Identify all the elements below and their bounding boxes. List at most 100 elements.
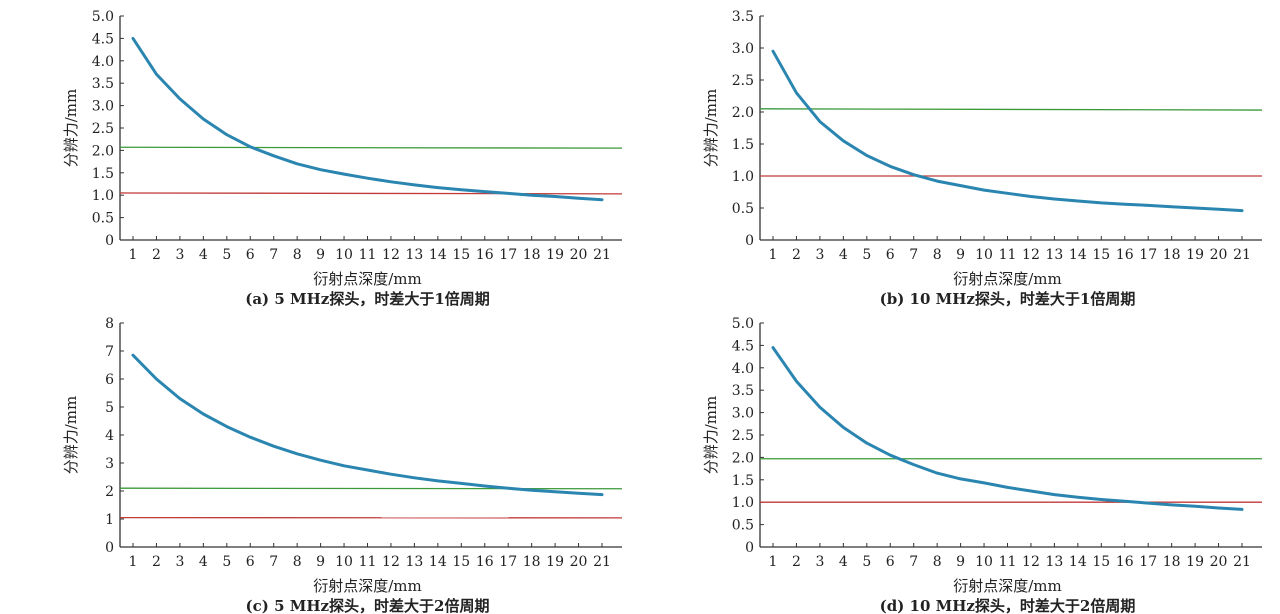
x-tick-label: 13 <box>1045 554 1063 570</box>
x-tick-label: 5 <box>222 247 231 263</box>
x-tick-label: 21 <box>593 247 611 263</box>
y-tick-label: 0 <box>745 233 754 249</box>
x-tick-label: 11 <box>999 554 1017 570</box>
y-tick-label: 7 <box>105 344 114 360</box>
chart-panel-b: 0 0.5 1.0 1.5 2.0 2.5 3.0 3.5 1 2 3 4 5 6 7 8 9 10 11 12 13 1… <box>640 0 1280 308</box>
red-reference-line <box>119 192 623 195</box>
y-tick-label: 2.0 <box>732 105 754 121</box>
y-tick-label: 3.5 <box>732 9 754 25</box>
y-tick-label: 1.0 <box>92 188 114 204</box>
x-tick-label: 15 <box>1092 554 1110 570</box>
x-tick-label: 12 <box>382 247 400 263</box>
x-tick-label: 4 <box>199 554 208 570</box>
x-tick-label: 1 <box>769 247 778 263</box>
x-tick-label: 7 <box>909 247 918 263</box>
y-tick-label: 1.5 <box>92 166 114 182</box>
x-tick-label: 21 <box>1233 554 1251 570</box>
y-tick-label: 2.5 <box>732 428 754 444</box>
y-tick-label: 1 <box>105 512 114 528</box>
chart-caption: (d) 10 MHz探头，时差大于2倍周期 <box>880 597 1136 614</box>
y-tick-label: 2.5 <box>732 73 754 89</box>
y-tick-label: 2 <box>105 484 114 500</box>
x-tick-label: 14 <box>1069 554 1087 570</box>
x-tick-label: 4 <box>839 554 848 570</box>
y-tick-label: 4.5 <box>92 31 114 47</box>
y-tick-label: 3.0 <box>732 406 754 422</box>
x-tick-label: 9 <box>316 554 325 570</box>
x-tick-label: 20 <box>570 247 588 263</box>
y-tick-label: 2.0 <box>732 450 754 466</box>
x-tick-label: 13 <box>405 247 423 263</box>
x-tick-label: 4 <box>199 247 208 263</box>
y-tick-label: 4 <box>105 428 114 444</box>
x-tick-label: 19 <box>546 247 564 263</box>
chart-caption: (b) 10 MHz探头，时差大于1倍周期 <box>880 290 1136 308</box>
x-tick-label: 10 <box>335 247 353 263</box>
y-axis-label: 分辨力/mm <box>62 396 80 475</box>
y-tick-label: 5.0 <box>732 316 754 332</box>
x-tick-label: 13 <box>405 554 423 570</box>
x-tick-label: 2 <box>792 247 801 263</box>
y-tick-label: 3.0 <box>732 41 754 57</box>
green-reference-line <box>759 108 1263 111</box>
x-tick-label: 10 <box>975 554 993 570</box>
x-tick-label: 15 <box>452 554 470 570</box>
x-tick-label: 21 <box>593 554 611 570</box>
x-tick-label: 18 <box>523 554 541 570</box>
x-tick-label: 2 <box>792 554 801 570</box>
y-tick-label: 2.5 <box>92 121 114 137</box>
x-tick-label: 3 <box>815 554 824 570</box>
x-tick-label: 2 <box>152 247 161 263</box>
y-tick-label: 4.0 <box>732 361 754 377</box>
series-line <box>131 353 604 497</box>
x-tick-label: 8 <box>933 554 942 570</box>
x-tick-label: 9 <box>956 554 965 570</box>
x-tick-label: 11 <box>359 554 377 570</box>
x-tick-label: 1 <box>129 247 138 263</box>
x-tick-label: 19 <box>546 554 564 570</box>
x-tick-label: 19 <box>1186 554 1204 570</box>
x-tick-label: 10 <box>335 554 353 570</box>
x-tick-label: 14 <box>1069 247 1087 263</box>
chart-panel-d: 0 0.5 1.0 1.5 2.0 2.5 3.0 3.5 4.0 4.5 5.0 1 2 3 4 5 6 7 8 9… <box>640 307 1280 614</box>
y-tick-label: 3.5 <box>92 76 114 92</box>
y-tick-label: 0 <box>745 540 754 556</box>
x-tick-label: 14 <box>429 554 447 570</box>
series-line <box>131 36 604 202</box>
x-tick-label: 17 <box>1139 247 1157 263</box>
x-axis-label: 衍射点深度/mm <box>313 577 422 595</box>
x-tick-label: 14 <box>429 247 447 263</box>
x-tick-label: 6 <box>886 554 895 570</box>
x-tick-label: 2 <box>152 554 161 570</box>
chart-panel-c: 0 1 2 3 4 5 6 7 8 1 2 3 4 5 6 7 8 9 10 11 12 13 14 15 16 17 18 19 20… <box>0 307 640 614</box>
y-tick-label: 4.0 <box>92 54 114 70</box>
x-tick-label: 5 <box>862 554 871 570</box>
x-tick-label: 10 <box>975 247 993 263</box>
x-tick-label: 12 <box>382 554 400 570</box>
x-tick-label: 7 <box>269 247 278 263</box>
x-tick-label: 3 <box>815 247 824 263</box>
x-tick-label: 4 <box>839 247 848 263</box>
y-tick-label: 0.5 <box>732 518 754 534</box>
x-tick-label: 8 <box>933 247 942 263</box>
y-axis-label: 分辨力/mm <box>702 89 720 168</box>
chart-panel-a: 0 0.5 1.0 1.5 2.0 2.5 3.0 3.5 4.0 4.5 5.0 1 2 3 4 5 6 7 8 9… <box>0 0 640 308</box>
x-tick-label: 3 <box>175 554 184 570</box>
x-tick-label: 5 <box>862 247 871 263</box>
x-tick-label: 3 <box>175 247 184 263</box>
x-tick-label: 17 <box>499 554 517 570</box>
x-tick-label: 13 <box>1045 247 1063 263</box>
x-tick-label: 17 <box>499 247 517 263</box>
x-tick-label: 1 <box>129 554 138 570</box>
x-tick-label: 8 <box>293 554 302 570</box>
x-tick-label: 11 <box>999 247 1017 263</box>
x-tick-label: 15 <box>1092 247 1110 263</box>
x-axis-label: 衍射点深度/mm <box>953 577 1062 595</box>
x-tick-label: 16 <box>476 247 494 263</box>
y-tick-label: 2.0 <box>92 143 114 159</box>
x-tick-label: 21 <box>1233 247 1251 263</box>
y-tick-label: 5 <box>105 400 114 416</box>
x-tick-label: 20 <box>570 554 588 570</box>
x-tick-label: 12 <box>1022 554 1040 570</box>
y-tick-label: 3 <box>105 456 114 472</box>
